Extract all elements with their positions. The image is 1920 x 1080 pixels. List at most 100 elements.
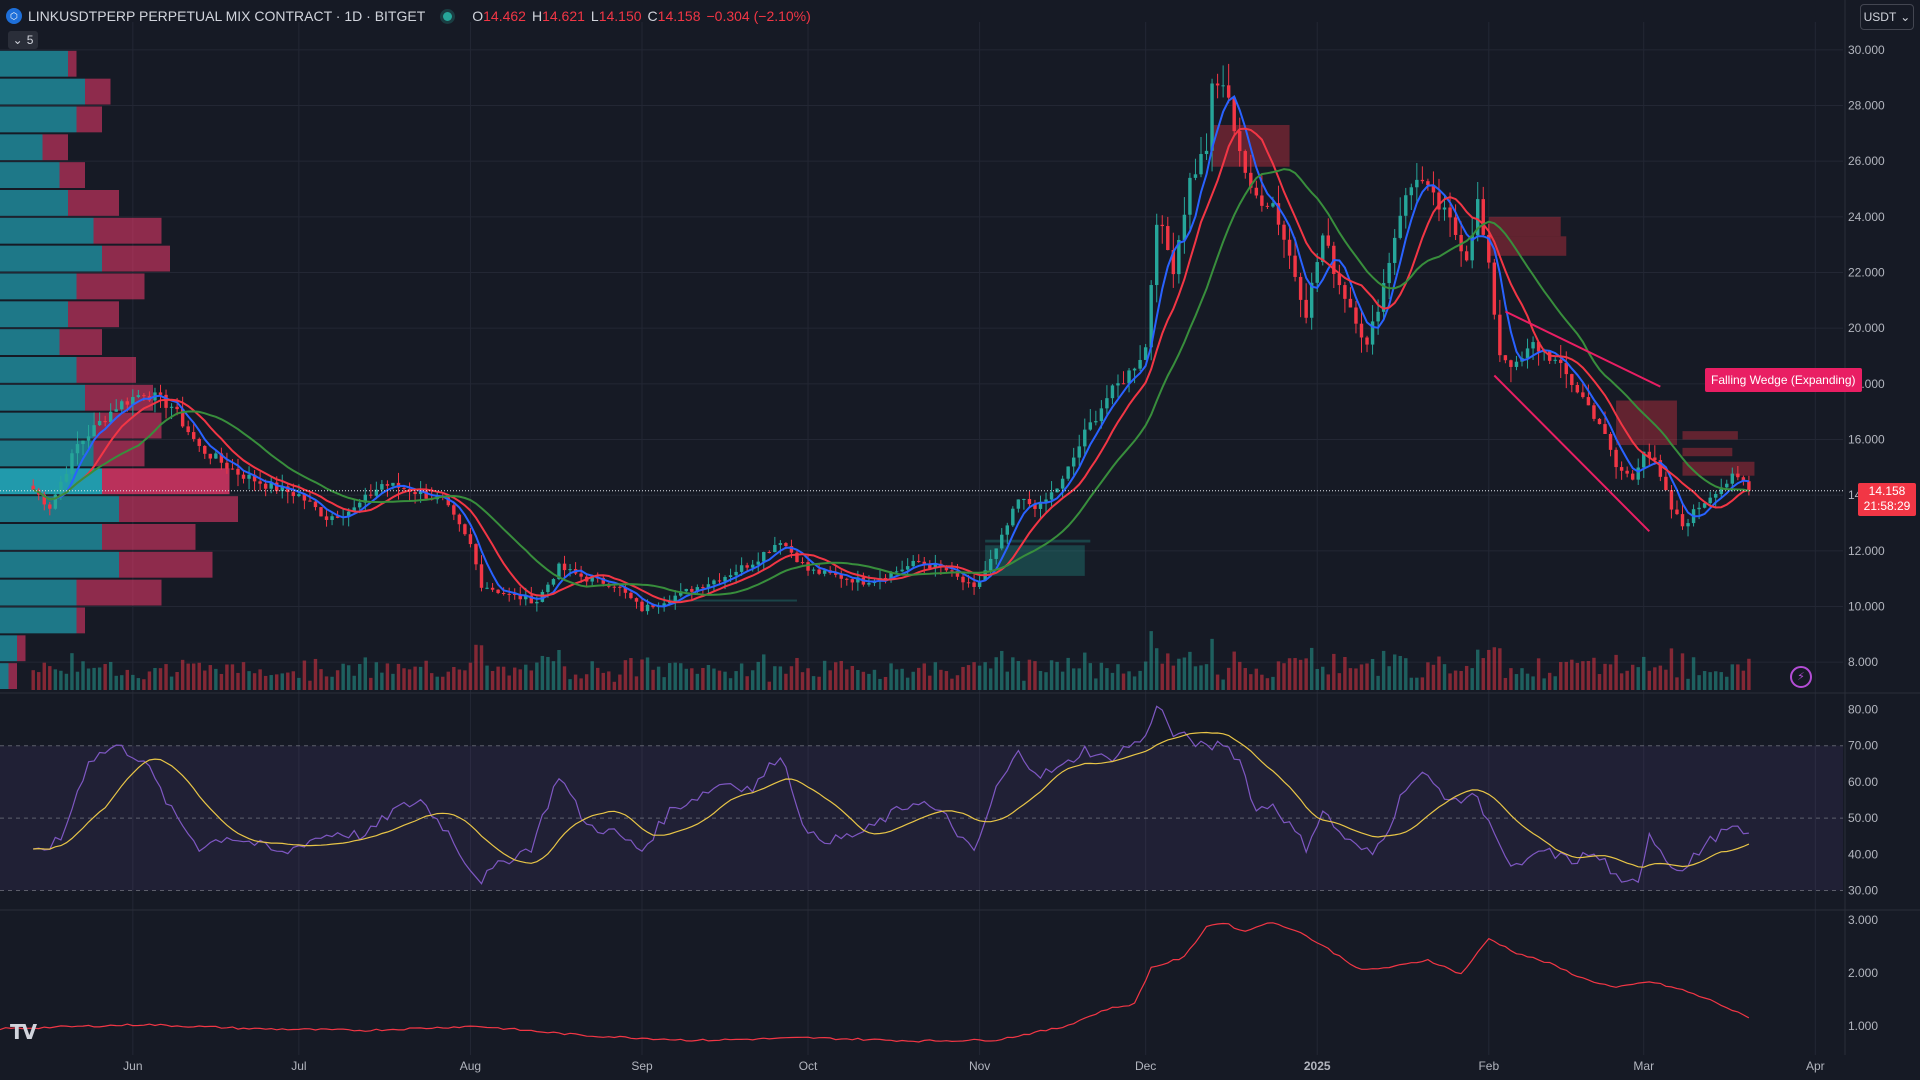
volume-profile-up-bar — [0, 134, 43, 161]
candle-body — [1470, 235, 1474, 261]
candle-body — [1226, 85, 1231, 98]
candle-body — [1647, 451, 1652, 458]
candle-body — [1559, 359, 1563, 364]
volume-bar — [391, 673, 395, 690]
candle-body — [1747, 481, 1751, 491]
volume-bar — [363, 657, 367, 690]
candle-body — [1166, 226, 1170, 251]
candle-body — [1481, 199, 1485, 235]
volume-bar — [900, 668, 904, 690]
candle-body — [922, 561, 926, 565]
volume-bar — [667, 663, 672, 690]
price-tick-label: 10.000 — [1848, 600, 1885, 614]
volume-bar — [1470, 668, 1474, 690]
volume-bar — [645, 657, 650, 690]
volume-bar — [723, 671, 727, 690]
candlesticks — [31, 63, 1751, 615]
candle-body — [695, 587, 700, 592]
volume-bar — [501, 666, 506, 690]
candle-body — [1487, 234, 1491, 263]
candle-body — [1498, 314, 1502, 356]
currency-select[interactable]: USDT ⌄ — [1860, 4, 1914, 30]
candle-body — [75, 444, 80, 454]
volume-profile-up-bar — [0, 301, 68, 328]
volume-bar — [70, 653, 74, 690]
candle-body — [1155, 224, 1159, 286]
candle-body — [1210, 83, 1214, 151]
candle-body — [1376, 311, 1380, 322]
volume-bar — [396, 663, 401, 690]
volume-bar — [1077, 668, 1081, 690]
volume-bar — [629, 658, 633, 690]
volume-bar — [424, 660, 428, 690]
volume-bar — [358, 664, 362, 690]
demand-zone — [664, 599, 797, 602]
volume-bar — [1149, 631, 1153, 690]
volume-bar — [103, 664, 107, 690]
candle-body — [535, 601, 539, 604]
volume-bar — [706, 664, 711, 690]
candle-body — [762, 552, 766, 562]
volume-bar — [961, 666, 965, 690]
symbol-title[interactable]: LINKUSDTPERP PERPETUAL MIX CONTRACT · 1D… — [28, 8, 426, 24]
tradingview-logo-icon[interactable]: TV — [10, 1020, 37, 1044]
candle-body — [966, 582, 971, 584]
candle-body — [845, 578, 849, 580]
candle-body — [662, 603, 666, 606]
volume-bar — [1000, 650, 1004, 690]
volume-bar — [701, 667, 705, 690]
volume-bar — [562, 666, 567, 690]
candle-body — [1492, 262, 1497, 315]
chart-header: ⬡ LINKUSDTPERP PERPETUAL MIX CONTRACT · … — [6, 6, 811, 26]
lightning-alert-icon[interactable]: ⚡ — [1790, 666, 1812, 688]
wedge-trendline — [1504, 310, 1661, 388]
volume-bar — [734, 671, 738, 690]
fast-moving-average — [32, 95, 1750, 608]
volume-bar — [745, 676, 749, 690]
volume-bar — [1166, 653, 1170, 690]
candle-body — [1049, 492, 1054, 500]
volume-bar — [452, 667, 456, 690]
candle-body — [883, 577, 888, 579]
volume-bar — [413, 666, 417, 690]
candle-body — [1215, 83, 1220, 86]
candle-body — [236, 468, 240, 475]
candle-body — [1337, 273, 1342, 286]
volume-bar — [894, 669, 899, 690]
price-tick-label: 24.000 — [1848, 210, 1885, 224]
candle-body — [1343, 285, 1347, 299]
candle-body — [507, 593, 511, 595]
volume-bar — [1298, 659, 1303, 690]
last-price-value: 14.158 — [1868, 484, 1906, 498]
volume-bar — [1315, 668, 1319, 690]
volume-bar — [97, 667, 102, 690]
candle-body — [230, 468, 235, 470]
candle-body — [634, 598, 639, 602]
volume-bar — [1387, 666, 1391, 690]
volume-bar — [507, 675, 511, 690]
candle-body — [1188, 177, 1192, 215]
candle-body — [795, 552, 799, 563]
volume-bar — [446, 671, 451, 690]
price-tick-label: 22.000 — [1848, 266, 1885, 280]
volume-bar — [1354, 668, 1358, 690]
volume-bar — [1586, 660, 1591, 690]
indicators-collapse-button[interactable]: ⌄ 5 — [8, 31, 38, 49]
candle-body — [92, 425, 96, 437]
volume-bar — [1459, 670, 1463, 690]
volume-bar — [1381, 650, 1386, 690]
candle-body — [358, 502, 362, 508]
candle-body — [1193, 174, 1198, 178]
falling-wedge-label[interactable]: Falling Wedge (Expanding) — [1705, 368, 1862, 392]
volume-bar — [1702, 671, 1707, 690]
volume-profile-down-bar — [102, 245, 170, 272]
candle-body — [1420, 179, 1425, 182]
volume-bar — [1238, 661, 1242, 690]
candle-body — [1370, 321, 1375, 345]
volume-profile-up-bar — [0, 357, 77, 383]
rsi-line — [33, 705, 1749, 885]
market-status-icon — [443, 11, 453, 21]
volume-bar — [1260, 674, 1264, 690]
candle-body — [1249, 172, 1253, 188]
